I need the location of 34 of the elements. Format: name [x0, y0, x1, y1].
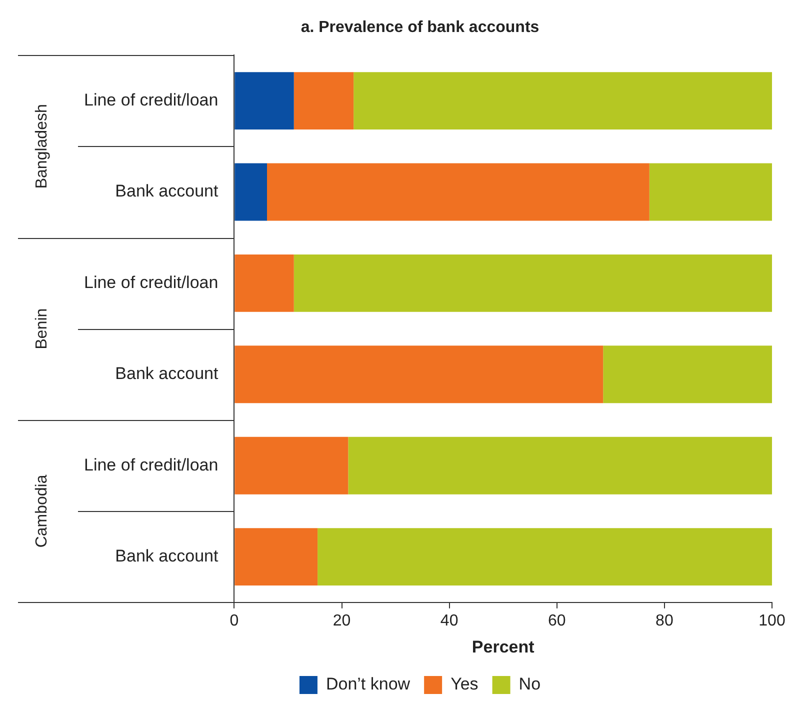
bar [649, 163, 772, 221]
text: Benin [33, 308, 50, 350]
y-tick-label: Line of credit/loan [84, 90, 218, 110]
legend-label: Don’t know [326, 674, 411, 694]
legend-label: No [518, 674, 541, 694]
bar [234, 163, 268, 221]
bar [234, 72, 294, 130]
x-tick-label: 40 [440, 612, 458, 630]
bar [234, 254, 294, 312]
bar [294, 254, 772, 312]
bar [234, 436, 348, 494]
y-tick-label: Bank account [115, 182, 218, 201]
text: Cambodia [33, 474, 50, 548]
x-tick-label: 60 [548, 612, 566, 630]
bar [318, 528, 772, 586]
x-axis-title: Percent [472, 637, 535, 656]
y-tick-label: Bank account [115, 364, 218, 384]
bar [348, 436, 772, 494]
y-tick-label: Bank account [115, 546, 218, 566]
x-tick-label: 20 [332, 612, 351, 630]
x-tick-label: 80 [656, 612, 674, 630]
y-tick-label: Line of credit/loan [84, 272, 218, 292]
x-tick-label: 100 [758, 612, 786, 630]
bar [234, 346, 604, 404]
bar [267, 163, 650, 221]
bar [354, 72, 772, 130]
bar [294, 72, 354, 130]
y-tick-label: Line of credit/loan [84, 455, 218, 474]
bar [603, 346, 772, 404]
x-tick-label: 0 [230, 612, 239, 630]
chart-title: a. Prevalence of bank accounts [300, 19, 540, 36]
text: Bangladesh [33, 104, 50, 189]
bar [234, 528, 318, 586]
legend-label: Yes [450, 674, 478, 694]
